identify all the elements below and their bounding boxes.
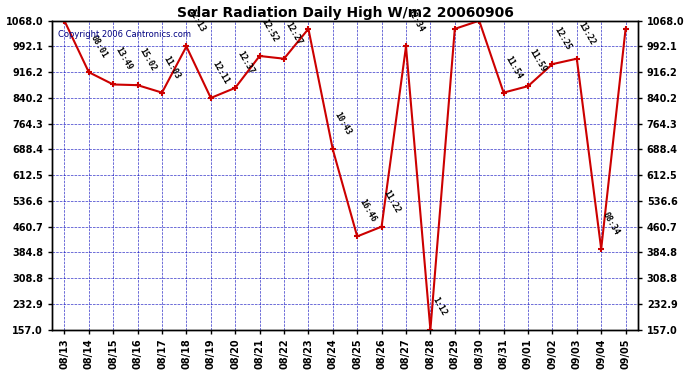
Title: Solar Radiation Daily High W/m2 20060906: Solar Radiation Daily High W/m2 20060906 xyxy=(177,6,513,20)
Text: 13:49: 13:49 xyxy=(113,46,133,72)
Text: 10:43: 10:43 xyxy=(333,111,353,137)
Text: Copyright 2006 Cantronics.com: Copyright 2006 Cantronics.com xyxy=(58,30,191,39)
Text: 1:12: 1:12 xyxy=(431,296,448,317)
Text: 12:34: 12:34 xyxy=(406,8,426,34)
Text: 14:06: 14:06 xyxy=(0,374,1,375)
Text: 13:22: 13:22 xyxy=(577,20,597,46)
Text: 14:02: 14:02 xyxy=(0,374,1,375)
Text: 11:59: 11:59 xyxy=(528,48,549,74)
Text: 15:02: 15:02 xyxy=(137,46,158,73)
Text: 12:37: 12:37 xyxy=(235,50,255,75)
Text: 08:01: 08:01 xyxy=(89,34,109,60)
Text: 12:11: 12:11 xyxy=(211,60,231,86)
Text: 12:27: 12:27 xyxy=(284,20,304,46)
Text: 11:32: 11:32 xyxy=(0,374,1,375)
Text: 12:13: 12:13 xyxy=(186,8,207,34)
Text: 12:25: 12:25 xyxy=(553,26,573,52)
Text: 13:33: 13:33 xyxy=(0,374,1,375)
Text: 11:22: 11:22 xyxy=(382,188,402,214)
Text: 13:59: 13:59 xyxy=(0,374,1,375)
Text: 11:54: 11:54 xyxy=(504,54,524,80)
Text: 08:34: 08:34 xyxy=(601,210,622,237)
Text: 11:03: 11:03 xyxy=(162,54,182,80)
Text: 16:46: 16:46 xyxy=(357,198,377,224)
Text: 12:52: 12:52 xyxy=(259,18,280,44)
